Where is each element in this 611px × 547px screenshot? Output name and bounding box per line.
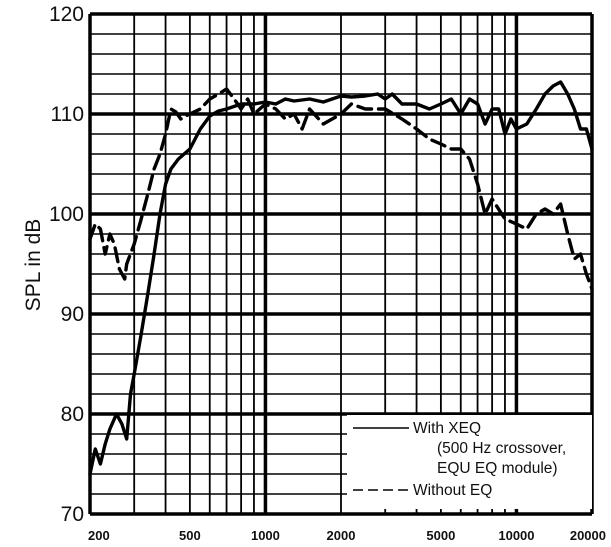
x-tick-label: 500 — [179, 528, 201, 543]
legend-label: Without EQ — [413, 482, 492, 499]
y-axis-label: SPL in dB — [22, 219, 45, 312]
legend-label: EQU EQ module) — [437, 460, 558, 477]
y-tick-label: 80 — [61, 403, 84, 426]
legend-label: With XEQ — [413, 420, 481, 437]
x-tick-label: 2000 — [327, 528, 356, 543]
y-tick-label: 120 — [49, 3, 84, 26]
x-tick-label: 5000 — [426, 528, 455, 543]
series-line-without-eq — [88, 87, 594, 291]
series-line-with-xeq — [88, 80, 594, 476]
y-tick-label: 100 — [49, 203, 84, 226]
y-tick-labels: 70 80 90 100 110 120 — [49, 3, 84, 526]
x-tick-label: 10000 — [498, 528, 534, 543]
y-tick-label: 110 — [51, 103, 84, 126]
legend: With XEQ (500 Hz crossover, EQU EQ module)… — [347, 415, 592, 509]
x-tick-label: 200 — [88, 528, 110, 543]
x-tick-label: 1000 — [251, 528, 280, 543]
y-tick-label: 90 — [61, 303, 84, 326]
x-tick-labels: 200 500 1000 2000 5000 10000 20000 — [88, 528, 606, 543]
legend-box — [347, 415, 592, 509]
series-layer — [88, 80, 594, 476]
y-tick-label: 70 — [61, 503, 84, 526]
x-tick-label: 20000 — [570, 528, 606, 543]
legend-label: (500 Hz crossover, — [437, 440, 566, 457]
